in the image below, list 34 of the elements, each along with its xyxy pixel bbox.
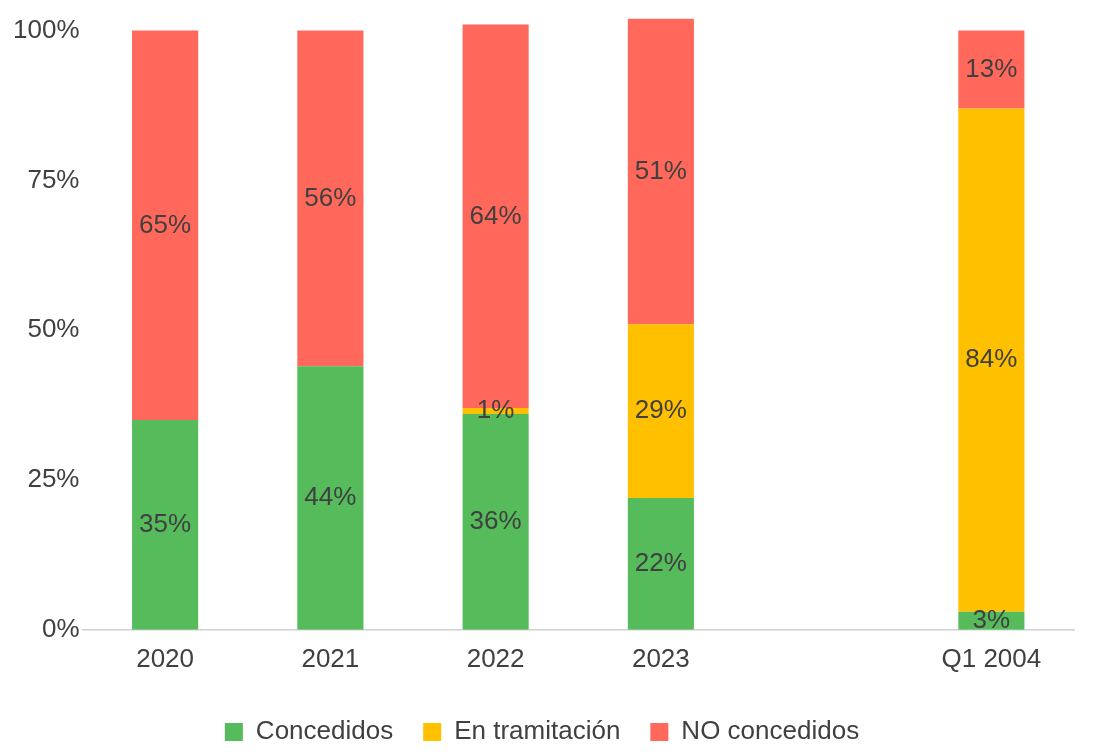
bar: [132, 420, 199, 630]
y-tick-label: 75%: [27, 163, 80, 194]
bar: [297, 30, 364, 367]
data-label: 29%: [634, 394, 687, 425]
bar: [297, 366, 364, 630]
bar: [132, 30, 199, 421]
data-label: 13%: [965, 52, 1018, 83]
x-tick-label: Q1 2004: [941, 642, 1042, 673]
data-label: 44%: [304, 481, 357, 512]
bar: [627, 18, 694, 325]
x-tick-label: 2023: [631, 642, 690, 673]
x-tick-label: 2021: [301, 642, 360, 673]
data-label: 64%: [469, 199, 522, 230]
y-tick-label: 50%: [27, 313, 80, 344]
data-label: 3%: [972, 603, 1011, 634]
y-tick-label: 0%: [41, 612, 80, 643]
x-tick-label: 2022: [466, 642, 525, 673]
y-tick-label: 25%: [27, 463, 80, 494]
x-tick-label: 2020: [136, 642, 195, 673]
legend-label: Concedidos: [255, 715, 394, 746]
bar: [958, 30, 1025, 109]
data-label: 51%: [634, 154, 687, 185]
y-tick-label: 100%: [13, 13, 80, 44]
data-label: 84%: [965, 343, 1018, 374]
legend-label: En tramitación: [454, 715, 621, 746]
data-label: 56%: [304, 181, 357, 212]
data-label: 35%: [139, 508, 192, 539]
data-label: 22%: [634, 547, 687, 578]
bar: [627, 324, 694, 498]
legend-label: NO concedidos: [681, 715, 860, 746]
bar: [627, 497, 694, 630]
data-label: 36%: [469, 505, 522, 536]
bar: [958, 108, 1025, 612]
data-label: 65%: [139, 208, 192, 239]
